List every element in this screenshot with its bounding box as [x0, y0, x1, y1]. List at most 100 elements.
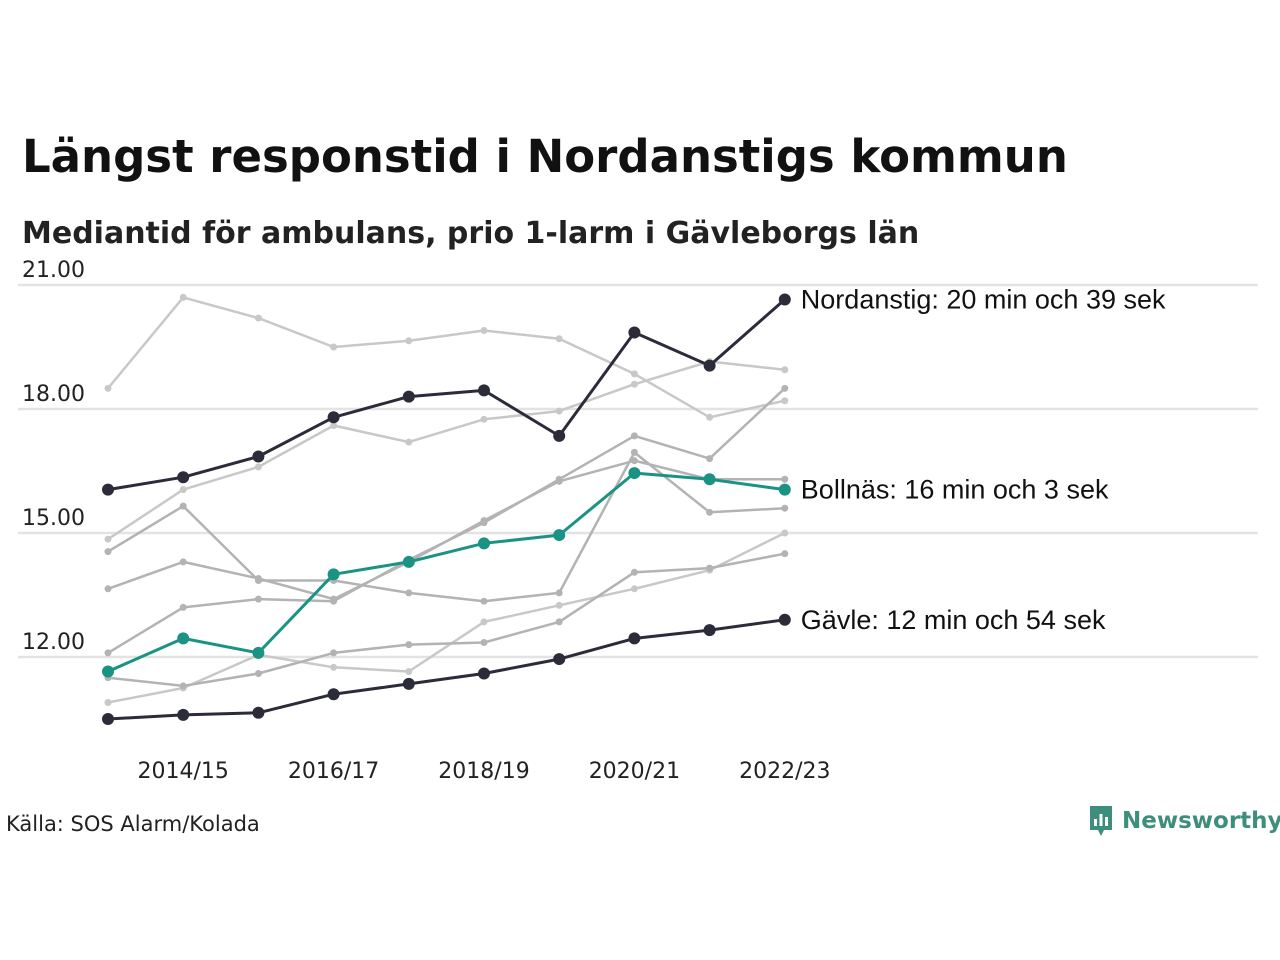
series-nordanstig — [102, 293, 791, 496]
x-tick-label: 2020/21 — [589, 759, 680, 784]
data-point-bg3 — [781, 529, 789, 537]
series-labels: Nordanstig: 20 min och 39 sek Gävle: 12 m… — [801, 284, 1166, 634]
data-point-gavle — [252, 706, 265, 719]
data-point-gavle — [402, 677, 415, 690]
series-bg1 — [104, 293, 789, 421]
chart-subtitle: Mediantid för ambulans, prio 1-larm i Gä… — [22, 216, 920, 251]
data-point-bg4 — [781, 504, 789, 512]
data-point-bg1 — [480, 326, 488, 334]
series-gavle — [102, 613, 791, 725]
data-point-nordanstig — [628, 326, 641, 339]
series-bg7 — [104, 550, 789, 690]
series-label-bollnas: Bollnäs: 16 min och 3 sek — [801, 475, 1109, 505]
data-point-gavle — [628, 632, 641, 645]
source-note: Källa: SOS Alarm/Kolada — [6, 812, 260, 836]
data-point-bg1 — [781, 397, 789, 405]
data-point-bollnas — [628, 467, 641, 480]
series-line-bg4 — [107, 451, 785, 603]
data-point-bg3 — [630, 585, 638, 593]
series-bollnas — [102, 467, 791, 678]
series-bg6 — [104, 384, 789, 657]
series-line-bollnas — [107, 471, 786, 673]
data-point-bg6 — [480, 519, 488, 527]
data-point-nordanstig — [478, 384, 490, 397]
x-tick-label: 2022/23 — [739, 759, 830, 784]
data-point-bg7 — [480, 639, 488, 647]
data-point-bg6 — [630, 432, 638, 440]
data-point-bg2 — [630, 380, 638, 388]
data-point-bg7 — [781, 550, 789, 558]
data-point-bg5 — [630, 457, 638, 465]
data-point-nordanstig — [252, 450, 265, 463]
data-point-bg1 — [706, 413, 714, 421]
series-line-gavle — [107, 618, 786, 721]
data-point-bg7 — [330, 649, 338, 657]
x-tick-label: 2018/19 — [438, 759, 529, 784]
series-label-nordanstig: Nordanstig: 20 min och 39 sek — [801, 284, 1166, 314]
chart-title: Längst responstid i Nordanstigs kommun — [22, 130, 1068, 183]
data-point-bollnas — [177, 632, 190, 645]
y-axis-tick-labels: 12.00 15.00 18.00 21.00 — [22, 258, 85, 655]
data-point-bollnas — [703, 473, 716, 486]
newsworthy-logo-text: Newsworthy — [1122, 808, 1280, 834]
data-point-bg3 — [104, 698, 112, 706]
newsworthy-logo-icon — [1090, 806, 1112, 836]
data-point-bg1 — [630, 370, 638, 378]
data-point-bg6 — [104, 649, 112, 657]
data-point-gavle — [703, 624, 716, 637]
data-point-bg4 — [104, 548, 112, 556]
data-point-gavle — [177, 708, 190, 721]
data-point-bg4 — [179, 502, 187, 510]
data-point-bg7 — [555, 618, 563, 626]
data-point-gavle — [478, 667, 490, 680]
data-point-bg1 — [555, 335, 563, 343]
data-point-gavle — [102, 713, 114, 725]
data-point-gavle — [553, 653, 566, 666]
data-point-bg7 — [254, 670, 262, 678]
data-point-bg6 — [330, 597, 338, 605]
data-point-bg1 — [104, 384, 112, 392]
series-line-bg7 — [107, 552, 786, 688]
data-point-bollnas — [778, 483, 791, 496]
data-point-bg1 — [179, 293, 187, 301]
data-point-nordanstig — [177, 471, 190, 484]
data-point-bg6 — [555, 475, 563, 483]
data-point-nordanstig — [102, 483, 114, 496]
data-point-bollnas — [478, 537, 490, 550]
data-point-bg6 — [706, 455, 714, 463]
data-point-gavle — [327, 688, 340, 701]
data-point-bollnas — [327, 568, 340, 581]
series-line-bg2 — [107, 360, 785, 541]
data-point-bollnas — [252, 646, 265, 659]
y-tick-label: 21.00 — [22, 258, 85, 283]
data-point-bg7 — [405, 641, 413, 649]
data-point-bg5 — [781, 475, 789, 483]
series-line-bg1 — [107, 296, 786, 419]
data-point-nordanstig — [327, 411, 340, 424]
data-point-bollnas — [402, 555, 415, 568]
data-point-bg2 — [330, 422, 338, 430]
data-point-bg2 — [104, 535, 112, 543]
data-point-bg3 — [330, 663, 338, 671]
data-point-bg2 — [480, 415, 488, 423]
data-point-bg2 — [179, 486, 187, 494]
x-tick-label: 2014/15 — [137, 759, 228, 784]
data-point-nordanstig — [553, 429, 566, 442]
series-lines — [102, 293, 791, 725]
data-point-bg1 — [254, 314, 262, 322]
data-point-nordanstig — [778, 293, 791, 306]
series-line-nordanstig — [107, 298, 786, 492]
data-point-bg6 — [179, 603, 187, 611]
data-point-bollnas — [553, 529, 566, 542]
data-point-bg7 — [179, 682, 187, 690]
data-point-bg2 — [781, 366, 789, 374]
data-point-bg1 — [405, 337, 413, 345]
data-point-bg7 — [630, 568, 638, 576]
data-point-bg4 — [706, 508, 714, 516]
data-point-bg4 — [630, 448, 638, 456]
data-point-nordanstig — [402, 390, 415, 403]
data-point-bollnas — [102, 665, 114, 678]
data-point-bg3 — [555, 601, 563, 609]
data-point-bg4 — [405, 589, 413, 597]
